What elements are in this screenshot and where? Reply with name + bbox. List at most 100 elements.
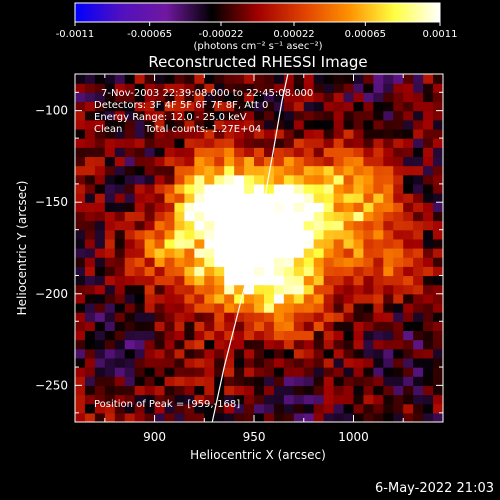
heatmap-cell — [323, 248, 335, 258]
heatmap-cell — [293, 229, 305, 240]
heatmap-cell — [154, 385, 166, 396]
heatmap-cell — [124, 156, 136, 167]
heatmap-cell — [383, 266, 394, 277]
heatmap-cell — [413, 266, 424, 277]
heatmap-cell — [94, 403, 106, 414]
heatmap-cell — [224, 202, 235, 212]
heatmap-cell — [313, 92, 325, 103]
heatmap-cell — [204, 110, 215, 121]
heatmap-cell — [184, 238, 195, 249]
heatmap-cell — [104, 367, 116, 377]
heatmap-cell — [84, 321, 96, 332]
heatmap-cell — [244, 348, 255, 359]
chart-title: Reconstructed RHESSI Image — [148, 53, 367, 71]
heatmap-cell — [313, 357, 325, 368]
heatmap-cell — [343, 403, 355, 414]
heatmap-cell — [373, 238, 384, 249]
heatmap-cell — [353, 376, 365, 386]
heatmap-cell — [363, 183, 374, 194]
heatmap-cell — [124, 302, 136, 313]
heatmap-cell — [234, 202, 245, 212]
heatmap-cell — [323, 367, 335, 377]
heatmap-cell — [343, 412, 355, 422]
heatmap-cell — [333, 156, 345, 167]
annotation-block: 7-Nov-2003 22:39:08.000 to 22:45:08.000 … — [94, 88, 313, 410]
heatmap-cell — [293, 376, 305, 386]
heatmap-cell — [403, 92, 414, 103]
heatmap-cell — [144, 229, 156, 240]
colorbar-tick-label: -0.00022 — [199, 29, 244, 40]
heatmap-cell — [164, 119, 176, 130]
heatmap-cell — [333, 92, 345, 103]
heatmap-cell — [373, 275, 384, 286]
heatmap-cell — [433, 238, 443, 249]
heatmap-cell — [293, 293, 305, 304]
heatmap-cell — [293, 412, 305, 422]
heatmap-cell — [273, 193, 285, 203]
heatmap-cell — [194, 211, 205, 222]
heatmap-cell — [174, 110, 186, 121]
heatmap-cell — [114, 211, 126, 222]
heatmap-cell — [144, 330, 156, 341]
heatmap-cell — [124, 357, 136, 368]
heatmap-cell — [254, 83, 265, 93]
heatmap-cell — [154, 147, 166, 158]
heatmap-cell — [273, 202, 285, 212]
heatmap-cell — [343, 174, 355, 185]
heatmap-cell — [433, 83, 443, 93]
heatmap-cell — [323, 119, 335, 130]
heatmap-cell — [363, 101, 374, 112]
heatmap-cell — [303, 275, 315, 286]
heatmap-cell — [283, 330, 295, 341]
heatmap-cell — [114, 330, 126, 341]
heatmap-cell — [273, 101, 285, 112]
heatmap-cell — [144, 266, 156, 277]
heatmap-cell — [75, 83, 86, 93]
heatmap-cell — [174, 412, 186, 422]
heatmap-cell — [273, 156, 285, 167]
heatmap-cell — [263, 220, 275, 231]
heatmap-cell — [244, 202, 255, 212]
plot-frame — [74, 73, 444, 423]
heatmap-cell — [154, 92, 166, 103]
heatmap-cell — [194, 357, 205, 368]
heatmap-cell — [423, 266, 434, 277]
heatmap-cell — [94, 367, 106, 377]
heatmap-cell — [353, 74, 365, 84]
heatmap-cell — [244, 385, 255, 396]
heatmap-cell — [373, 376, 384, 386]
heatmap-cell — [273, 376, 285, 386]
heatmap-cell — [154, 339, 166, 350]
heatmap-cell — [214, 128, 225, 139]
heatmap-cell — [184, 183, 195, 194]
heatmap-cell — [413, 83, 424, 93]
heatmap-cell — [244, 367, 255, 377]
heatmap-cell — [383, 357, 394, 368]
heatmap-cell — [254, 412, 265, 422]
heatmap-cell — [353, 302, 365, 313]
heatmap-cell — [94, 284, 106, 295]
heatmap-cell — [234, 147, 245, 158]
heatmap-cell — [214, 357, 225, 368]
heatmap-cell — [134, 238, 146, 249]
heatmap-cell — [423, 284, 434, 295]
heatmap-cell — [393, 119, 404, 130]
heatmap-cell — [263, 312, 275, 322]
heatmap-cell — [184, 357, 195, 368]
heatmap-cell — [114, 110, 126, 121]
heatmap-cell — [174, 367, 186, 377]
heatmap-cell — [423, 257, 434, 267]
heatmap-cell — [433, 165, 443, 176]
heatmap-cell — [244, 312, 255, 322]
heatmap-cell — [343, 385, 355, 396]
heatmap-cell — [413, 156, 424, 167]
heatmap-cell — [343, 183, 355, 194]
heatmap-cell — [224, 330, 235, 341]
heatmap-cell — [224, 183, 235, 194]
heatmap-cell — [214, 293, 225, 304]
heatmap-cell — [333, 165, 345, 176]
heatmap-cell — [363, 128, 374, 139]
heatmap-cell — [144, 293, 156, 304]
heatmap-cell — [393, 367, 404, 377]
heatmap-cell — [114, 357, 126, 368]
